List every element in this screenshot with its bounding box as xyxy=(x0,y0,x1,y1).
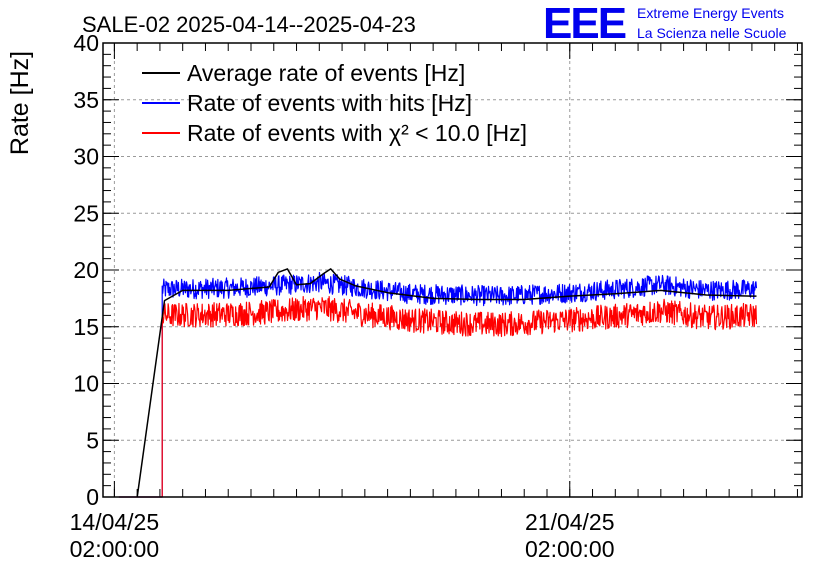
y-tick-label: 10 xyxy=(73,371,99,397)
y-tick-label: 40 xyxy=(73,30,99,56)
legend-label-chi2: Rate of events with χ² < 10.0 [Hz] xyxy=(187,120,527,146)
y-tick-label: 5 xyxy=(86,427,99,453)
eee-logo: EEE Extreme Energy Events La Scienza nel… xyxy=(543,0,787,48)
series-line-chi2 xyxy=(118,295,758,498)
x-tick-label-date: 21/04/25 xyxy=(525,509,615,535)
y-axis-label: Rate [Hz] xyxy=(6,51,34,155)
legend: Average rate of events [Hz] Rate of even… xyxy=(142,60,527,146)
logo-mark: EEE xyxy=(543,0,626,48)
logo-line-1: Extreme Energy Events xyxy=(637,5,784,21)
y-tick-label: 30 xyxy=(73,144,99,170)
y-tick-label: 15 xyxy=(73,314,99,340)
logo-line-2: La Scienza nelle Scuole xyxy=(637,25,787,41)
plot-frame xyxy=(102,42,803,498)
series-group xyxy=(118,268,758,498)
x-tick-label-time: 02:00:00 xyxy=(70,536,160,562)
y-tick-labels: 0 5 10 15 20 25 30 35 40 xyxy=(73,30,99,510)
legend-label-average: Average rate of events [Hz] xyxy=(187,60,465,86)
x-tick-label-date: 14/04/25 xyxy=(70,509,160,535)
series-line-average xyxy=(136,268,757,498)
y-tick-label: 35 xyxy=(73,87,99,113)
chart-title: SALE-02 2025-04-14--2025-04-23 xyxy=(82,12,416,37)
y-tick-label: 25 xyxy=(73,200,99,226)
y-tick-label: 20 xyxy=(73,257,99,283)
legend-label-hits: Rate of events with hits [Hz] xyxy=(187,90,472,116)
y-tick-label: 0 xyxy=(86,484,99,510)
x-tick-label-time: 02:00:00 xyxy=(525,536,615,562)
